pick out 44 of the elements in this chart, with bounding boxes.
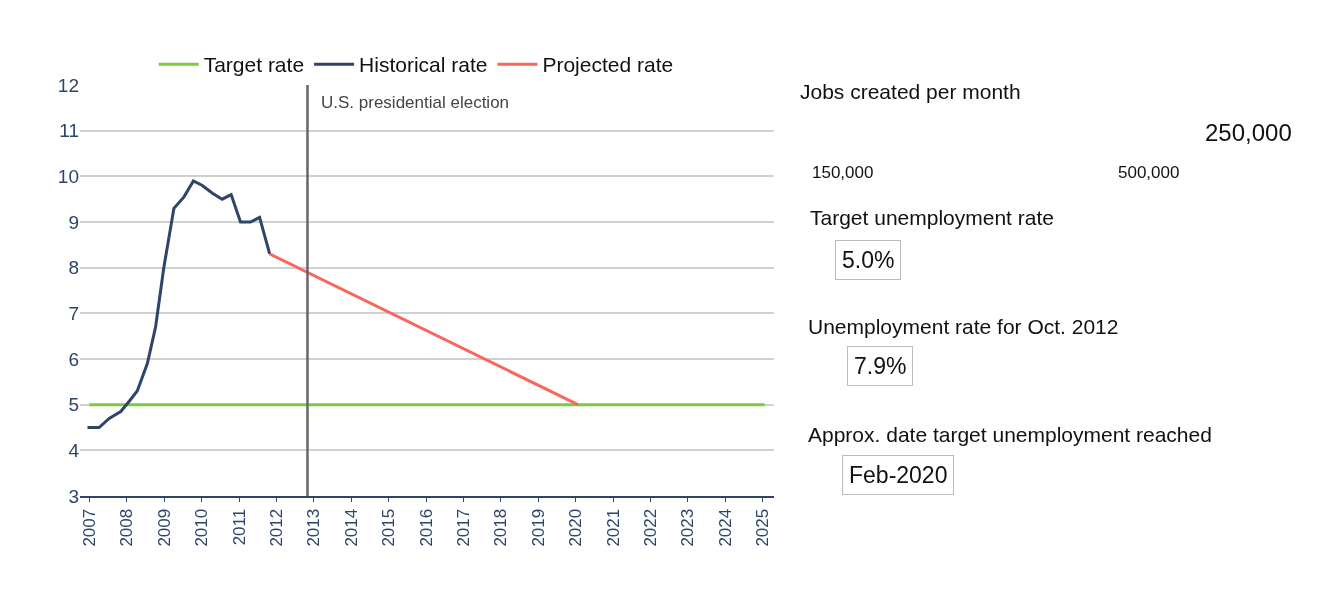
- y-tick-label: 11: [59, 120, 79, 142]
- x-tick-label: 2018: [491, 508, 511, 547]
- legend-label: Historical rate: [359, 53, 488, 77]
- x-tick-label: 2021: [603, 508, 623, 547]
- x-tick-label: 2020: [566, 508, 586, 547]
- legend-label: Target rate: [203, 53, 305, 77]
- text: 500,000: [1118, 163, 1180, 182]
- text: Jobs created per month: [800, 80, 1021, 103]
- y-tick-label: 4: [68, 439, 80, 461]
- text: Unemployment rate for Oct. 2012: [808, 315, 1119, 338]
- x-tick-label: 2016: [416, 508, 436, 547]
- x-tick-label: 2008: [117, 508, 137, 547]
- y-tick-label: 9: [68, 211, 79, 233]
- x-tick-label: 2009: [154, 508, 174, 547]
- y-tick-label: 3: [68, 485, 79, 507]
- x-tick-label: 2023: [678, 508, 698, 547]
- y-tick-label: 8: [68, 257, 79, 279]
- x-tick-label: 2015: [379, 508, 399, 547]
- text: Approx. date target unemployment reached: [808, 423, 1212, 446]
- text: Feb-2020: [849, 462, 948, 488]
- legend-label: Projected rate: [542, 53, 674, 77]
- text: 150,000: [812, 163, 874, 182]
- x-tick-label: 2011: [229, 508, 249, 546]
- text: 7.9%: [854, 353, 907, 379]
- x-tick-label: 2013: [304, 508, 324, 547]
- x-tick-label: 2012: [266, 508, 286, 547]
- text: 5.0%: [842, 247, 895, 273]
- y-tick-label: 10: [57, 165, 79, 187]
- x-tick-label: 2024: [715, 508, 735, 547]
- x-tick-label: 2025: [753, 508, 773, 547]
- x-tick-label: 2007: [79, 508, 99, 547]
- y-tick-label: 6: [68, 348, 79, 370]
- x-tick-label: 2017: [454, 508, 474, 547]
- text: Target unemployment rate: [810, 206, 1054, 229]
- line-series: [85, 179, 272, 429]
- y-tick-label: 12: [57, 74, 79, 96]
- ref-line-label: U.S. presidential election: [321, 93, 510, 112]
- x-tick-label: 2022: [641, 508, 661, 547]
- y-tick-label: 5: [68, 394, 79, 416]
- x-tick-label: 2014: [341, 508, 361, 547]
- x-tick-label: 2019: [528, 508, 548, 547]
- x-tick-label: 2010: [192, 508, 212, 547]
- text: 250,000: [1205, 119, 1292, 146]
- y-tick-label: 7: [68, 302, 79, 324]
